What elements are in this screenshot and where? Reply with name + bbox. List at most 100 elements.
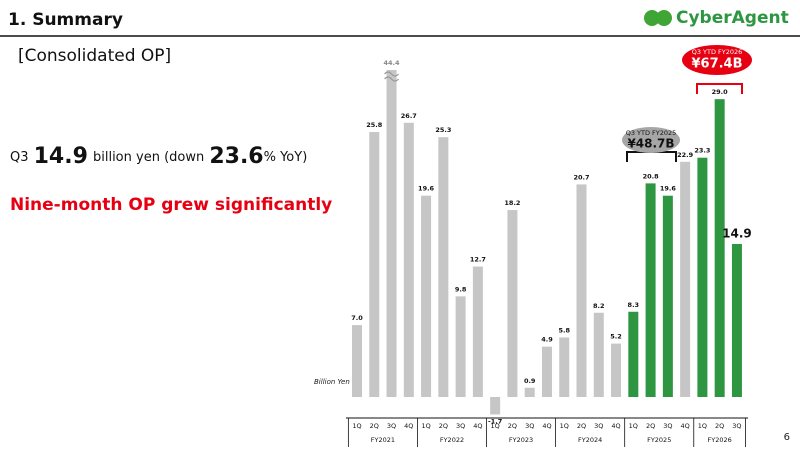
x-tick-label: 4Q [404,422,413,430]
headline-middle: billion yen (down [93,150,204,165]
message: Nine-month OP grew significantly [10,195,332,215]
subtitle: [Consolidated OP] [18,46,171,66]
x-tick-label: 1Q [491,422,500,430]
x-tick-label: 2Q [577,422,586,430]
data-label: 5.2 [610,333,622,341]
bar [645,183,656,397]
data-label: 19.6 [660,185,677,193]
annotation-title: Q3 YTD FY2025 [626,129,677,137]
logo-text: CyberAgent [676,8,789,28]
x-tick-label: 2Q [370,422,379,430]
x-tick-label: 4Q [680,422,689,430]
bar [541,346,552,397]
data-label: 0.9 [524,377,536,385]
bar [680,161,691,397]
bar [369,132,380,397]
data-label: 4.9 [541,336,553,344]
group-label: FY2025 [647,436,671,444]
bar [576,184,587,397]
x-tick-label: 3Q [732,422,741,430]
data-label: 8.3 [628,301,640,309]
x-tick-label: 1Q [352,422,361,430]
annotation-bubble [682,45,752,75]
data-label: 14.9 [722,226,752,240]
bracket [626,151,677,162]
data-label: 20.7 [573,173,589,181]
bar [507,210,518,397]
x-tick-label: 2Q [508,422,517,430]
headline: Q3 14.9 billion yen (down 23.6% YoY) [10,144,307,169]
logo-mark [656,10,672,26]
x-tick-label: 3Q [594,422,603,430]
x-tick-label: 1Q [560,422,569,430]
data-label: 5.8 [558,326,570,334]
data-label: 44.4 [384,59,401,67]
x-tick-label: 1Q [698,422,707,430]
x-tick-label: 4Q [473,422,482,430]
headline-change: 23.6 [209,144,263,169]
data-label: 29.0 [712,88,729,96]
bars [352,70,742,415]
x-tick-label: 4Q [611,422,620,430]
x-tick-label: 3Q [663,422,672,430]
bar [731,243,742,397]
data-label: 7.0 [351,314,363,322]
data-label: -1.7 [488,417,502,425]
x-tick-label: 2Q [715,422,724,430]
annotation-bubble [622,127,680,153]
data-label: 20.8 [643,172,660,180]
bar [386,70,397,398]
annotation-value: ¥67.4B [691,57,742,72]
logo-mark [644,10,660,26]
x-tick-label: 2Q [439,422,448,430]
logo: CyberAgent [644,8,789,28]
x-tick-label: 3Q [387,422,396,430]
bar [438,137,449,397]
bar [714,99,725,398]
bar [611,343,622,397]
slide-title: 1. Summary [8,10,123,30]
data-label: 25.8 [366,121,383,129]
headline-value: 14.9 [34,144,88,169]
page-number: 6 [784,432,790,443]
bar [559,337,570,397]
data-label: 22.9 [677,151,694,159]
data-label: 9.8 [455,285,467,293]
x-tick-label: 3Q [456,422,465,430]
group-label: FY2021 [371,436,395,444]
bar [662,195,673,397]
group-label: FY2026 [708,436,732,444]
x-tick-label: 1Q [629,422,638,430]
data-label: 18.2 [504,199,520,207]
annotation-value: ¥48.7B [627,137,674,151]
x-tick-label: 4Q [542,422,551,430]
group-label: FY2023 [509,436,533,444]
group-label: FY2022 [440,436,464,444]
annotation: Q3 YTD FY2025 ¥48.7B [622,127,680,162]
bar [421,195,432,397]
bar [524,387,535,397]
annotation: Q3 YTD FY2026 ¥67.4B [682,45,752,94]
bar [628,311,639,397]
bar [490,397,501,415]
group-label: FY2024 [578,436,602,444]
bracket [696,83,743,94]
data-label: 25.3 [435,126,451,134]
bar [403,122,414,397]
x-tick-label: 1Q [421,422,430,430]
headline-suffix: % YoY) [264,150,308,165]
annotation-title: Q3 YTD FY2026 [692,48,743,56]
data-label: 8.2 [593,302,605,310]
bar [472,266,483,397]
unit-label: Billion Yen [314,378,350,386]
bar [593,312,604,397]
data-label: 26.7 [401,112,417,120]
data-label: 19.6 [418,185,435,193]
data-label: 12.7 [470,256,486,264]
bar [697,157,708,397]
data-label: 23.3 [694,147,710,155]
axis-break [384,71,399,82]
headline-prefix: Q3 [10,150,29,165]
x-tick-label: 3Q [525,422,534,430]
